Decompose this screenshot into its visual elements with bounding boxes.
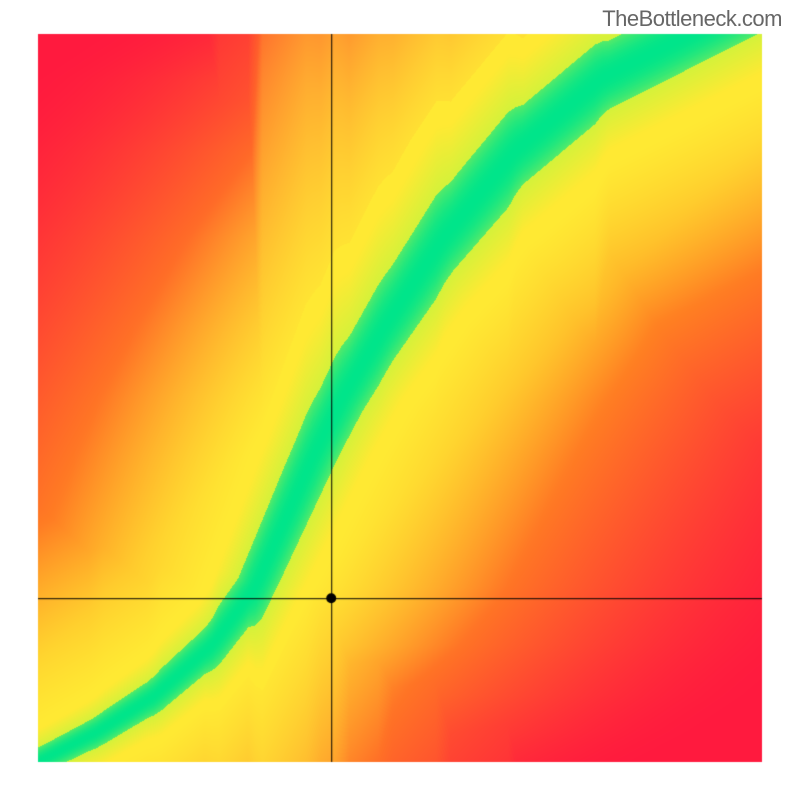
watermark-text: TheBottleneck.com (602, 6, 782, 32)
bottleneck-heatmap (0, 0, 800, 800)
